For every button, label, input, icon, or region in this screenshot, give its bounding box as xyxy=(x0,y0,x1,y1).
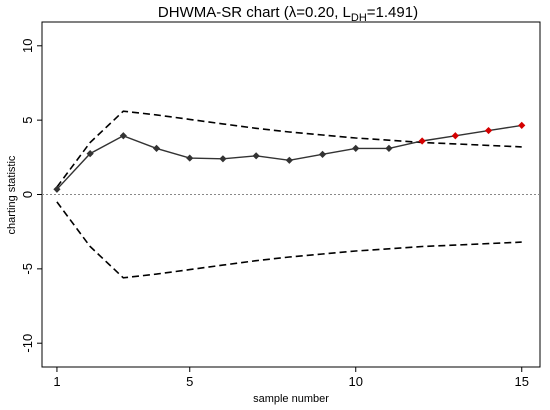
statistic-point xyxy=(385,144,393,153)
chart-title: DHWMA-SR chart (λ=0.20, LDH=1.491) xyxy=(158,4,418,24)
statistic-point xyxy=(285,156,293,164)
statistic-point xyxy=(219,155,227,163)
statistic-point xyxy=(53,185,61,193)
y-tick-label: 10 xyxy=(20,39,35,53)
y-tick-label: 5 xyxy=(20,117,35,124)
statistic-point xyxy=(186,154,194,162)
out-of-control-point xyxy=(418,137,426,145)
statistic-series xyxy=(53,121,526,193)
statistic-point xyxy=(318,150,327,158)
chart-title-prefix: DHWMA-SR chart (λ=0.20, L xyxy=(158,4,351,21)
x-tick-label: 1 xyxy=(53,374,60,389)
x-axis-label: sample number xyxy=(253,393,329,405)
y-axis-label: charting statistic xyxy=(6,155,18,234)
upper-control-limit xyxy=(56,110,522,188)
chart-title-suffix: =1.491) xyxy=(367,4,418,21)
statistic-point xyxy=(252,152,260,160)
chart-title-subscript: DH xyxy=(351,12,367,24)
x-tick-label: 5 xyxy=(186,374,193,389)
x-tick-label: 10 xyxy=(349,374,363,389)
x-tick-label: 15 xyxy=(515,374,529,389)
lower-control-limit xyxy=(56,201,522,279)
control-limits xyxy=(42,110,540,279)
y-tick-label: -5 xyxy=(20,263,35,275)
statistic-point xyxy=(352,144,360,153)
statistic-point xyxy=(152,144,161,153)
y-tick-label: 0 xyxy=(20,191,35,198)
statistic-point xyxy=(119,132,127,140)
statistic-point xyxy=(86,150,94,158)
y-tick-label: -10 xyxy=(20,334,35,353)
out-of-control-point xyxy=(484,126,493,135)
out-of-control-point xyxy=(451,132,459,140)
out-of-control-point xyxy=(518,121,526,129)
